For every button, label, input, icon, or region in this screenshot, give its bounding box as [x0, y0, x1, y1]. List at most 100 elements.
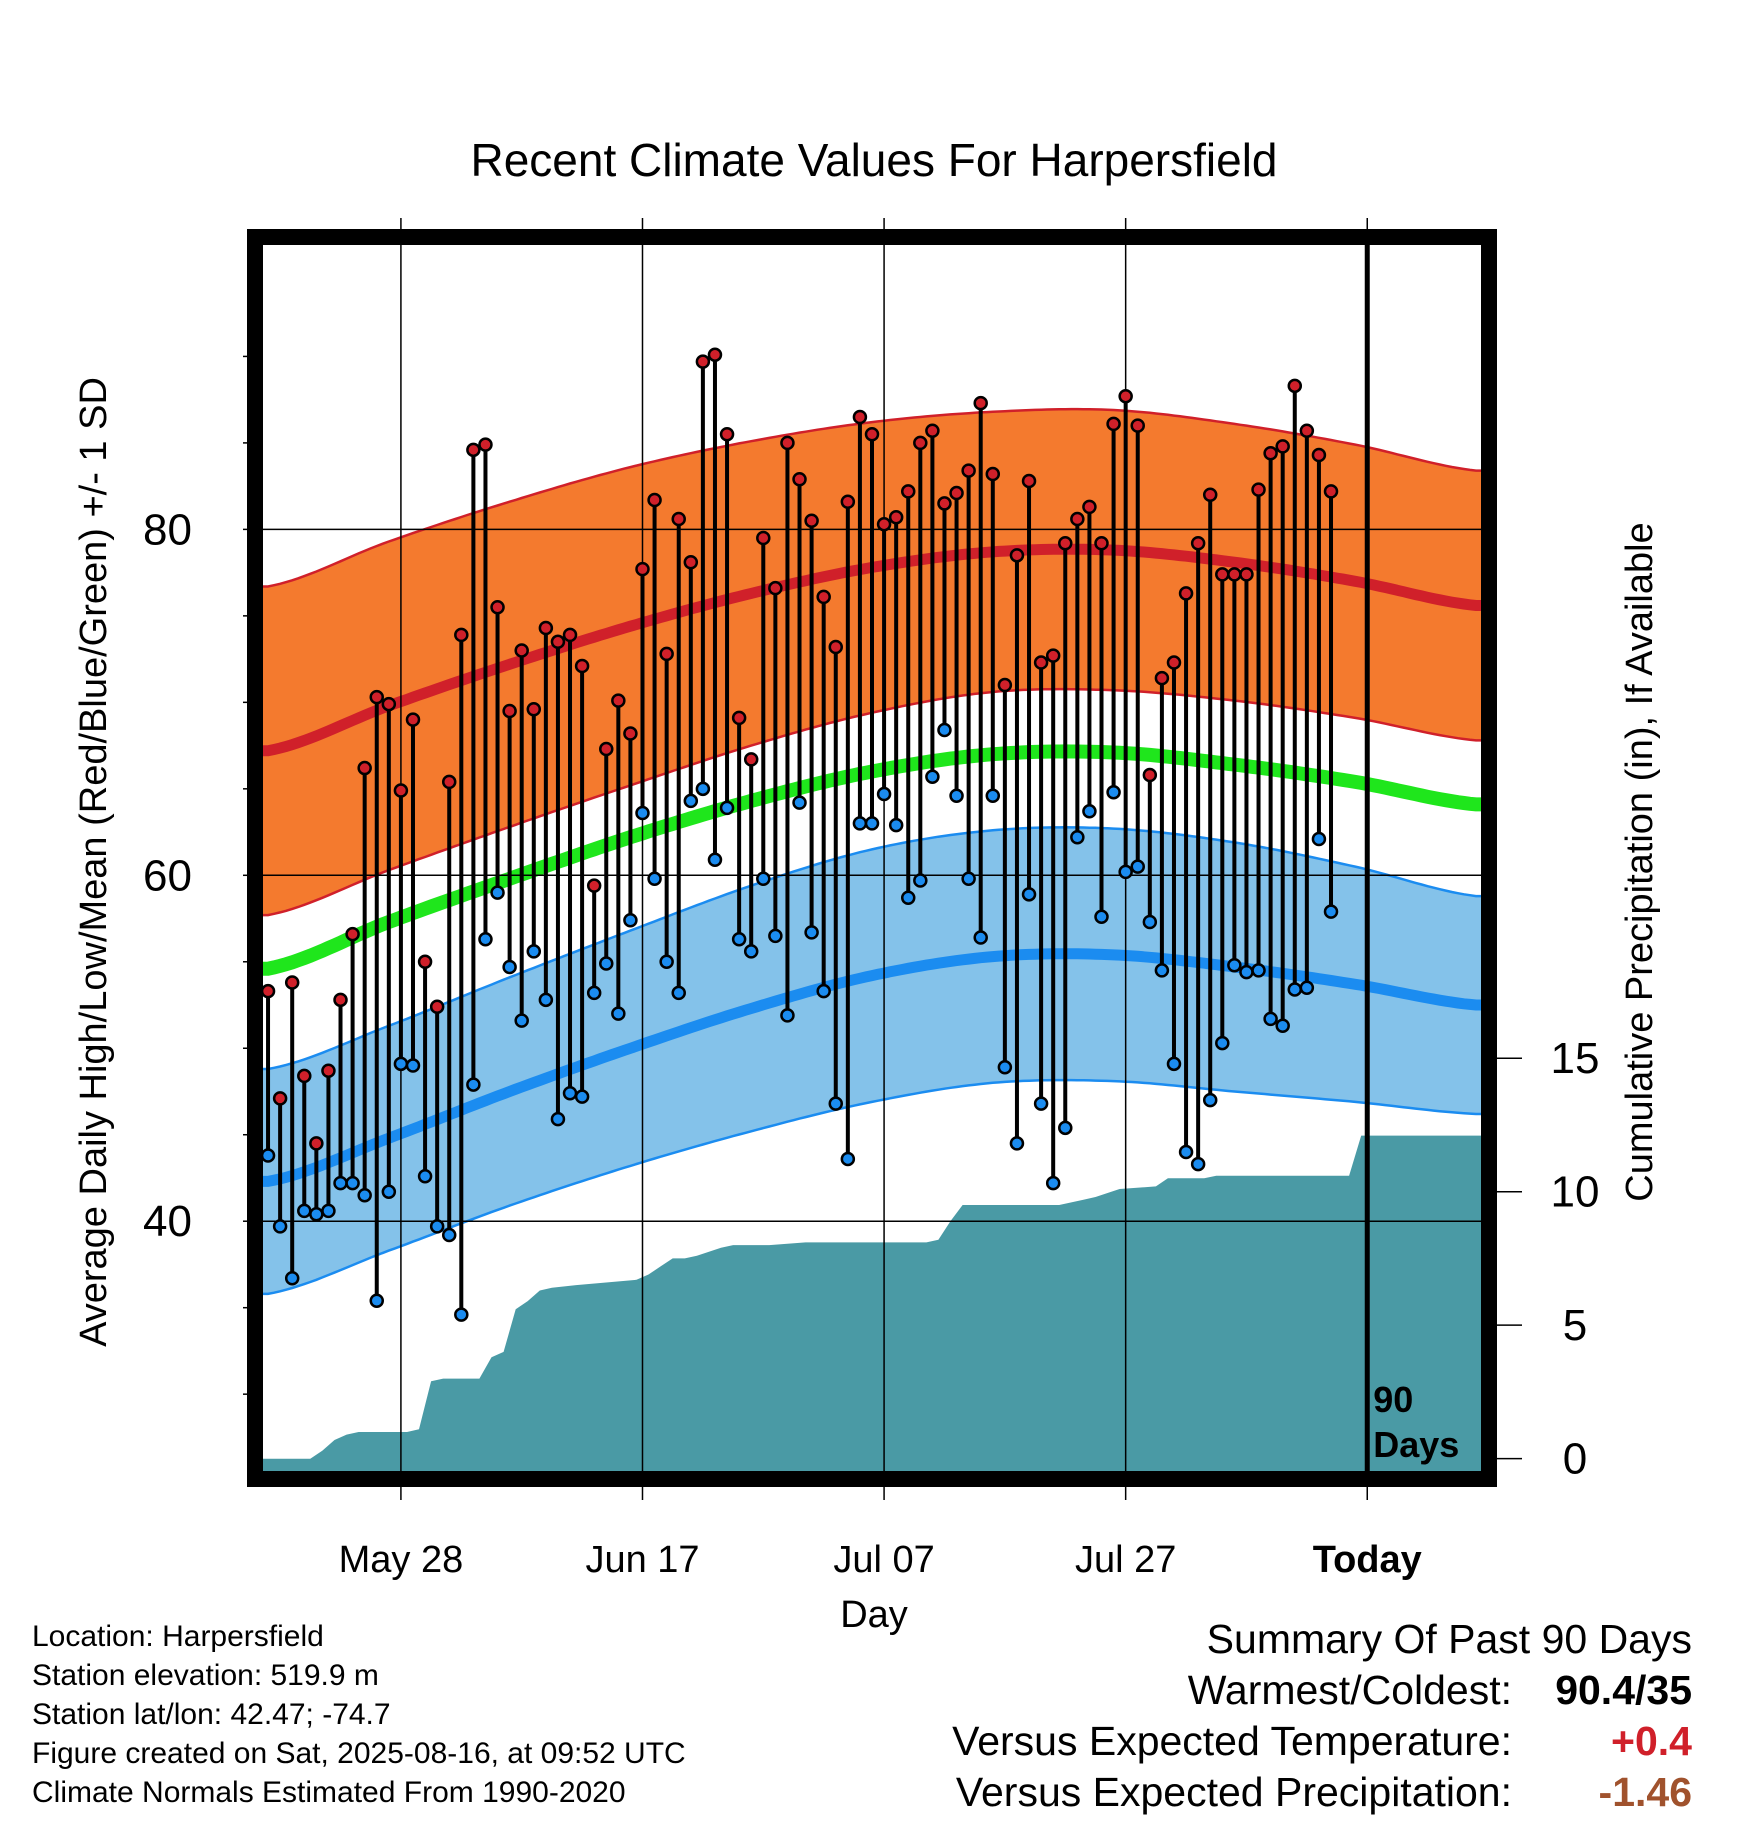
daily-low-point: [345, 1175, 360, 1191]
daily-low-point: [707, 852, 723, 867]
daily-low-point: [284, 1271, 300, 1286]
daily-low-point: [816, 983, 831, 999]
daily-high-point: [888, 510, 904, 525]
daily-low-point: [1154, 963, 1170, 978]
daily-high-point: [429, 999, 445, 1014]
chart-title: Recent Climate Values For Harpersfield: [470, 134, 1277, 186]
location-text: Location: Harpersfield: [32, 1620, 324, 1653]
daily-high-point: [671, 511, 686, 527]
daily-high-point: [707, 347, 723, 362]
x-tick-label: May 28: [339, 1539, 464, 1581]
daily-high-point: [441, 774, 457, 790]
daily-high-point: [417, 954, 433, 970]
daily-high-point: [1094, 535, 1109, 551]
today-marker-label: Days: [1373, 1424, 1459, 1465]
daily-high-point: [1033, 655, 1049, 670]
daily-low-point: [683, 793, 699, 809]
daily-low-point: [514, 1013, 529, 1028]
daily-low-point: [840, 1151, 856, 1167]
daily-high-point: [381, 696, 397, 712]
y2-tick-label: 0: [1563, 1435, 1587, 1484]
daily-high-point: [1045, 648, 1061, 663]
daily-low-point: [272, 1219, 288, 1234]
daily-high-point: [864, 427, 880, 442]
plot-frame: [247, 229, 1497, 1487]
daily-high-point: [937, 496, 952, 511]
y2-axis-label: Cumulative Precipitation (in), If Availa…: [1619, 522, 1661, 1201]
daily-low-point: [417, 1168, 433, 1184]
low-sd-band: [262, 827, 1482, 1294]
daily-high-point: [997, 677, 1013, 693]
x-axis-label: Day: [840, 1594, 908, 1636]
daily-low-point: [1009, 1136, 1025, 1151]
daily-high-point: [647, 492, 662, 508]
y-tick-label: 80: [143, 505, 192, 554]
elevation-text: Station elevation: 519.9 m: [32, 1659, 379, 1692]
x-tick-label: Jul 27: [1075, 1539, 1176, 1581]
cumulative-precip-area: [262, 1135, 1482, 1472]
daily-low-point: [888, 817, 904, 833]
normal-low-line: [262, 948, 1482, 1187]
daily-low-point: [985, 788, 1001, 803]
daily-low-point: [1142, 914, 1158, 930]
daily-high-point: [1275, 439, 1290, 454]
daily-high-point: [526, 702, 542, 717]
precip-anomaly-label: Versus Expected Precipitation:: [955, 1769, 1512, 1815]
daily-high-point: [1009, 548, 1025, 563]
daily-high-point: [973, 395, 988, 411]
daily-low-point: [1070, 829, 1085, 845]
daily-high-point: [1251, 482, 1266, 497]
daily-low-point: [478, 932, 493, 947]
daily-low-point: [1178, 1144, 1194, 1160]
low-upper-sd-line: [262, 826, 1482, 1071]
daily-high-point: [272, 1091, 288, 1106]
daily-high-point: [611, 693, 626, 708]
daily-high-point: [574, 658, 590, 674]
daily-high-point: [695, 354, 711, 369]
daily-low-point: [490, 885, 505, 900]
daily-high-point: [925, 423, 940, 439]
daily-high-point: [562, 627, 578, 643]
warmest-label: Warmest/Coldest:: [1187, 1667, 1512, 1713]
daily-low-point: [937, 722, 952, 738]
daily-high-point: [1058, 535, 1073, 551]
daily-high-point: [1263, 446, 1278, 461]
precip-anomaly-value: -1.46: [1598, 1769, 1692, 1815]
daily-low-point: [1166, 1056, 1182, 1072]
daily-low-point: [538, 992, 554, 1008]
daily-low-point: [466, 1077, 481, 1092]
daily-high-point: [405, 712, 421, 727]
daily-low-point: [961, 871, 976, 887]
daily-low-point: [659, 954, 674, 970]
daily-high-point: [852, 409, 868, 425]
x-tick-label: Jun 17: [585, 1539, 699, 1581]
daily-low-point: [1033, 1096, 1049, 1111]
daily-high-point: [1082, 499, 1097, 515]
daily-high-point: [900, 484, 916, 499]
daily-low-point: [647, 871, 662, 887]
daily-low-point: [1299, 980, 1315, 995]
summary-row-precip: Versus Expected Precipitation: -1.46: [792, 1767, 1692, 1818]
created-text: Figure created on Sat, 2025-08-16, at 09…: [32, 1737, 686, 1770]
daily-low-point: [1045, 1175, 1061, 1191]
daily-low-point: [1058, 1120, 1073, 1136]
temp-anomaly-label: Versus Expected Temperature:: [952, 1718, 1512, 1764]
y-axis-left: Average Daily High/Low/Mean (Red/Blue/Gr…: [73, 377, 115, 1347]
daily-low-point: [925, 769, 940, 784]
daily-high-point: [1106, 416, 1121, 432]
daily-low-point: [1275, 1018, 1290, 1034]
daily-high-point: [1118, 388, 1133, 404]
daily-high-point: [466, 442, 481, 458]
y2-tick-label: 10: [1551, 1168, 1600, 1217]
daily-low-point: [393, 1056, 409, 1072]
daily-high-point: [635, 561, 650, 577]
daily-high-point: [1142, 767, 1158, 783]
plot-clip-group: [262, 244, 1482, 1472]
daily-low-point: [562, 1085, 578, 1101]
daily-low-point: [441, 1227, 457, 1243]
daily-high-point: [876, 516, 892, 532]
daily-high-point: [1154, 670, 1170, 686]
daily-high-point: [961, 463, 976, 478]
